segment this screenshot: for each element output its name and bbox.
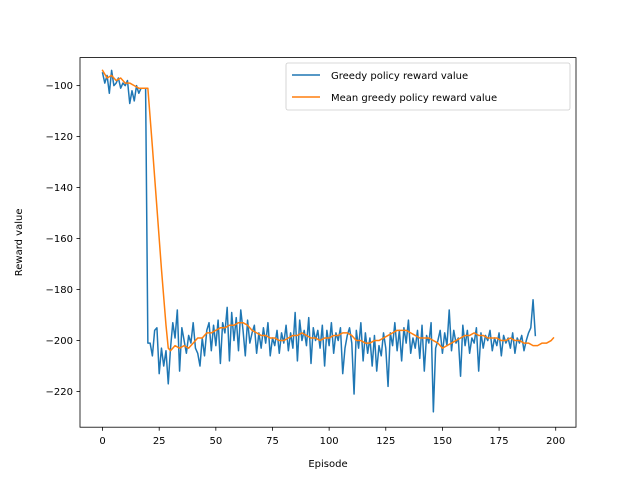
y-tick-label: −160 [46,234,73,245]
axes-frame [79,57,577,428]
y-tick-label: −220 [46,387,73,398]
y-tick-label: −200 [46,336,73,347]
mean-greedy-reward-line [101,69,555,352]
x-tick-label: 175 [490,436,509,447]
x-tick-label: 150 [433,436,452,447]
x-tick-label: 100 [320,436,339,447]
legend-label-mean: Mean greedy policy reward value [331,93,497,104]
x-tick-label: 25 [153,436,166,447]
y-axis: −100 −120 −140 −160 −180 −200 −220 [46,81,80,398]
x-tick-label: 50 [209,436,222,447]
x-tick-label: 125 [376,436,395,447]
y-axis-label: Reward value [14,209,25,277]
plot-area [79,57,577,428]
y-tick-label: −180 [46,285,73,296]
x-tick-label: 75 [266,436,279,447]
legend-box [285,62,571,111]
y-tick-label: −100 [46,81,73,92]
x-tick-label: 0 [99,436,105,447]
y-tick-label: −120 [46,132,73,143]
series-layer [101,69,555,413]
legend: Greedy policy reward value Mean greedy p… [285,62,571,111]
x-axis-label: Episode [308,459,347,470]
y-tick-label: −140 [46,183,73,194]
legend-label-greedy: Greedy policy reward value [331,71,468,82]
x-axis: 0 25 50 75 100 125 150 175 200 [99,427,565,447]
x-tick-label: 200 [546,436,565,447]
